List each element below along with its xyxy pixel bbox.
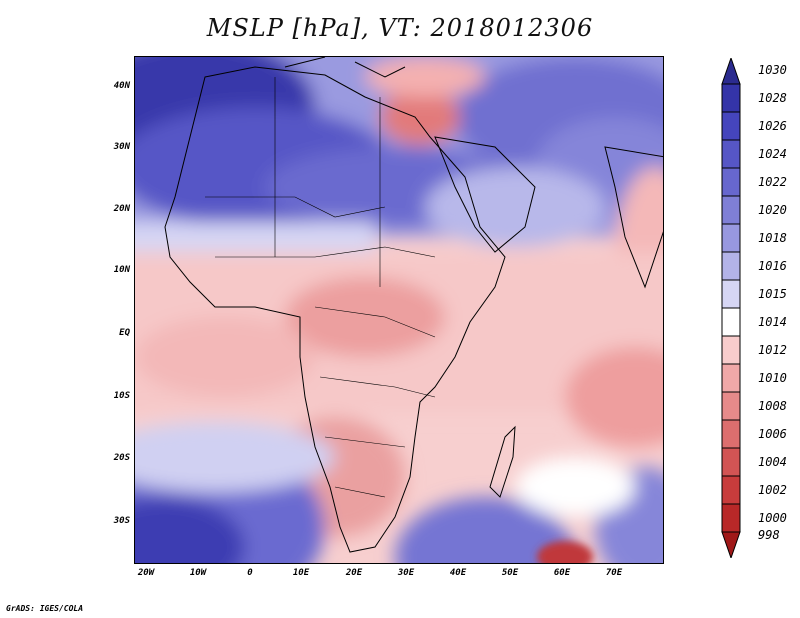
colorbar-label: 1012 (758, 343, 787, 357)
colorbar-label: 1002 (758, 483, 787, 497)
colorbar-label: 1006 (758, 427, 787, 441)
colorbar-label: 1008 (758, 399, 787, 413)
colorbar-cell (721, 531, 741, 558)
colorbar-label: 1020 (758, 203, 787, 217)
mslp-map (134, 56, 664, 564)
lon-label-20w: 20W (137, 568, 155, 578)
lon-label-60e: 60E (553, 568, 571, 578)
lat-label-20n: 20N (113, 204, 130, 214)
colorbar-label: 1024 (758, 147, 787, 161)
grads-credit: GrADS: IGES/COLA (6, 604, 84, 613)
colorbar-cell (721, 335, 741, 365)
colorbar-label: 1015 (758, 287, 787, 301)
lat-label-10s: 10S (113, 391, 130, 401)
lat-label-30s: 30S (113, 516, 130, 526)
colorbar-label: 1000 (758, 511, 787, 525)
colorbar (721, 58, 741, 558)
colorbar-label: 1026 (758, 119, 787, 133)
lon-label-70e: 70E (605, 568, 623, 578)
colorbar-cell (721, 391, 741, 421)
lat-label-10n: 10N (113, 265, 130, 275)
map-title: MSLP [hPa], VT: 2018012306 (206, 14, 594, 42)
colorbar-cell (721, 167, 741, 197)
colorbar-cell (721, 363, 741, 393)
pressure-shading (135, 57, 663, 563)
colorbar-cell (721, 251, 741, 281)
mslp-field (135, 57, 663, 563)
colorbar-cell (721, 111, 741, 141)
colorbar-label: 1016 (758, 259, 787, 273)
colorbar-label: 1018 (758, 231, 787, 245)
colorbar-label: 1010 (758, 371, 787, 385)
mascarene-low (537, 541, 593, 563)
lat-label-30n: 30N (113, 142, 130, 152)
colorbar-cell (721, 307, 741, 337)
colorbar-cell (721, 195, 741, 225)
colorbar-label: 1028 (758, 91, 787, 105)
lon-label-40e: 40E (449, 568, 467, 578)
colorbar-label: 1022 (758, 175, 787, 189)
colorbar-label: 1030 (758, 63, 787, 77)
colorbar-cell (721, 223, 741, 253)
colorbar-cell (721, 419, 741, 449)
lat-label-20s: 20S (113, 453, 130, 463)
colorbar-cell (721, 139, 741, 169)
coastlines (164, 57, 663, 553)
lon-label-20e: 20E (345, 568, 363, 578)
colorbar-cell (721, 58, 741, 85)
lat-label-eq: EQ (119, 328, 130, 338)
colorbar-cell (721, 447, 741, 477)
colorbar-label: 1004 (758, 455, 787, 469)
colorbar-cell (721, 83, 741, 113)
colorbar-cell (721, 279, 741, 309)
colorbar-label: 998 (758, 527, 780, 542)
colorbar-cell (721, 503, 741, 533)
colorbar-label: 1014 (758, 315, 787, 329)
lon-label-10w: 10W (189, 568, 207, 578)
lon-label-30e: 30E (397, 568, 415, 578)
lon-label-0: 0 (247, 568, 253, 578)
lon-label-50e: 50E (501, 568, 519, 578)
colorbar-cell (721, 475, 741, 505)
borders (205, 77, 436, 498)
lon-label-10e: 10E (292, 568, 310, 578)
lat-label-40n: 40N (113, 81, 130, 91)
